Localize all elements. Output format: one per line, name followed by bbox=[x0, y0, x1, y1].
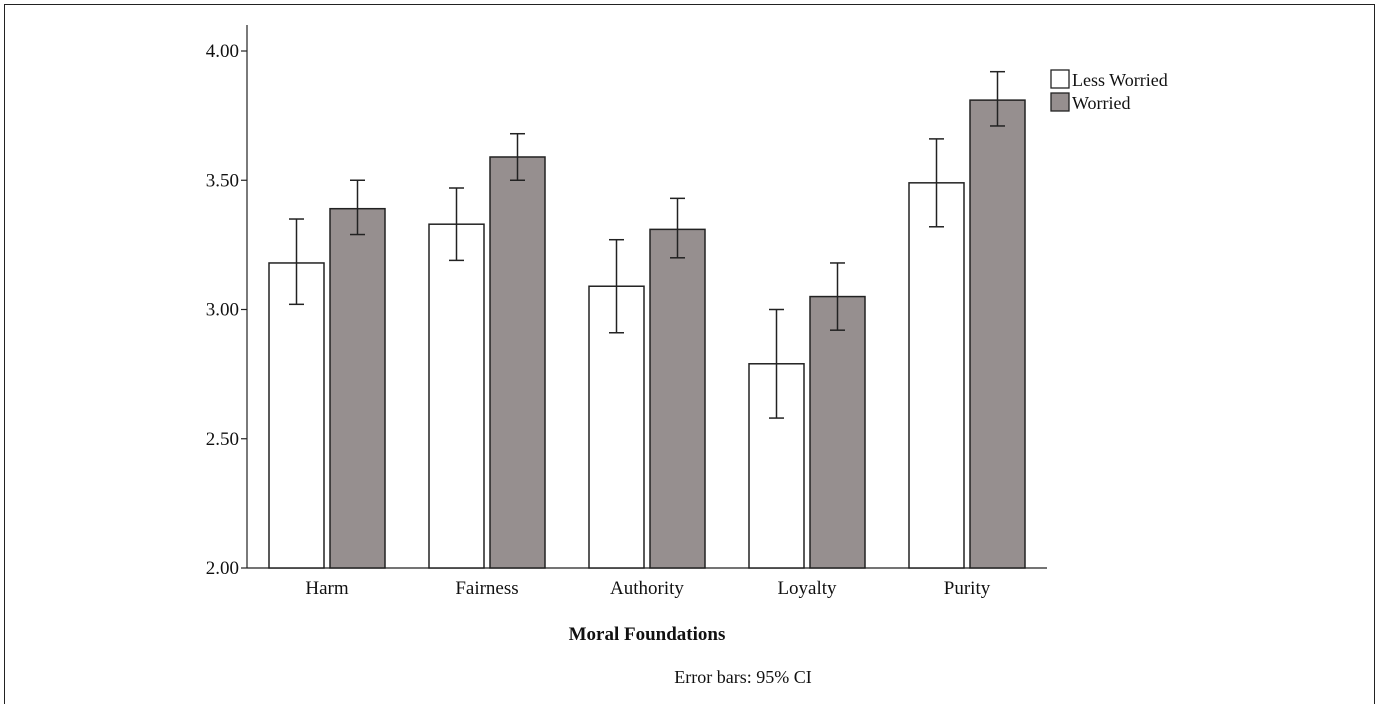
x-axis-label: Moral Foundations bbox=[569, 624, 726, 645]
y-tick-label: 3.50 bbox=[206, 170, 239, 191]
category-label-purity: Purity bbox=[944, 578, 991, 599]
bar-worried-fairness bbox=[489, 156, 546, 569]
error-bars-note: Error bars: 95% CI bbox=[674, 667, 811, 687]
category-label-fairness: Fairness bbox=[455, 578, 518, 599]
bar-worried-loyalty bbox=[809, 295, 866, 569]
bar-less-worried-harm bbox=[268, 262, 325, 569]
category-label-harm: Harm bbox=[305, 578, 348, 599]
y-tick-labels: 2.00 2.50 3.00 3.50 4.00 bbox=[206, 41, 247, 579]
bars-group bbox=[268, 99, 1026, 569]
y-tick-label: 3.00 bbox=[206, 300, 239, 321]
y-tick-label: 4.00 bbox=[206, 41, 239, 62]
bar-less-worried-purity bbox=[908, 182, 965, 569]
y-tick-label: 2.50 bbox=[206, 429, 239, 450]
bar-worried-harm bbox=[329, 207, 386, 569]
category-label-loyalty: Loyalty bbox=[777, 578, 837, 599]
legend: Less Worried Worried bbox=[1050, 69, 1168, 113]
bar-less-worried-fairness bbox=[428, 223, 485, 569]
category-label-authority: Authority bbox=[610, 578, 684, 599]
y-tick-label: 2.00 bbox=[206, 558, 239, 579]
legend-swatch-worried bbox=[1050, 92, 1070, 112]
bar-worried-authority bbox=[649, 228, 706, 569]
legend-label-less-worried: Less Worried bbox=[1072, 70, 1168, 90]
bar-worried-purity bbox=[969, 99, 1026, 569]
legend-label-worried: Worried bbox=[1072, 93, 1131, 113]
category-labels: Harm Fairness Authority Loyalty Purity bbox=[305, 578, 990, 599]
error-bars-group bbox=[289, 70, 1005, 419]
figure-frame bbox=[4, 4, 1375, 704]
legend-swatch-less-worried bbox=[1050, 69, 1070, 89]
